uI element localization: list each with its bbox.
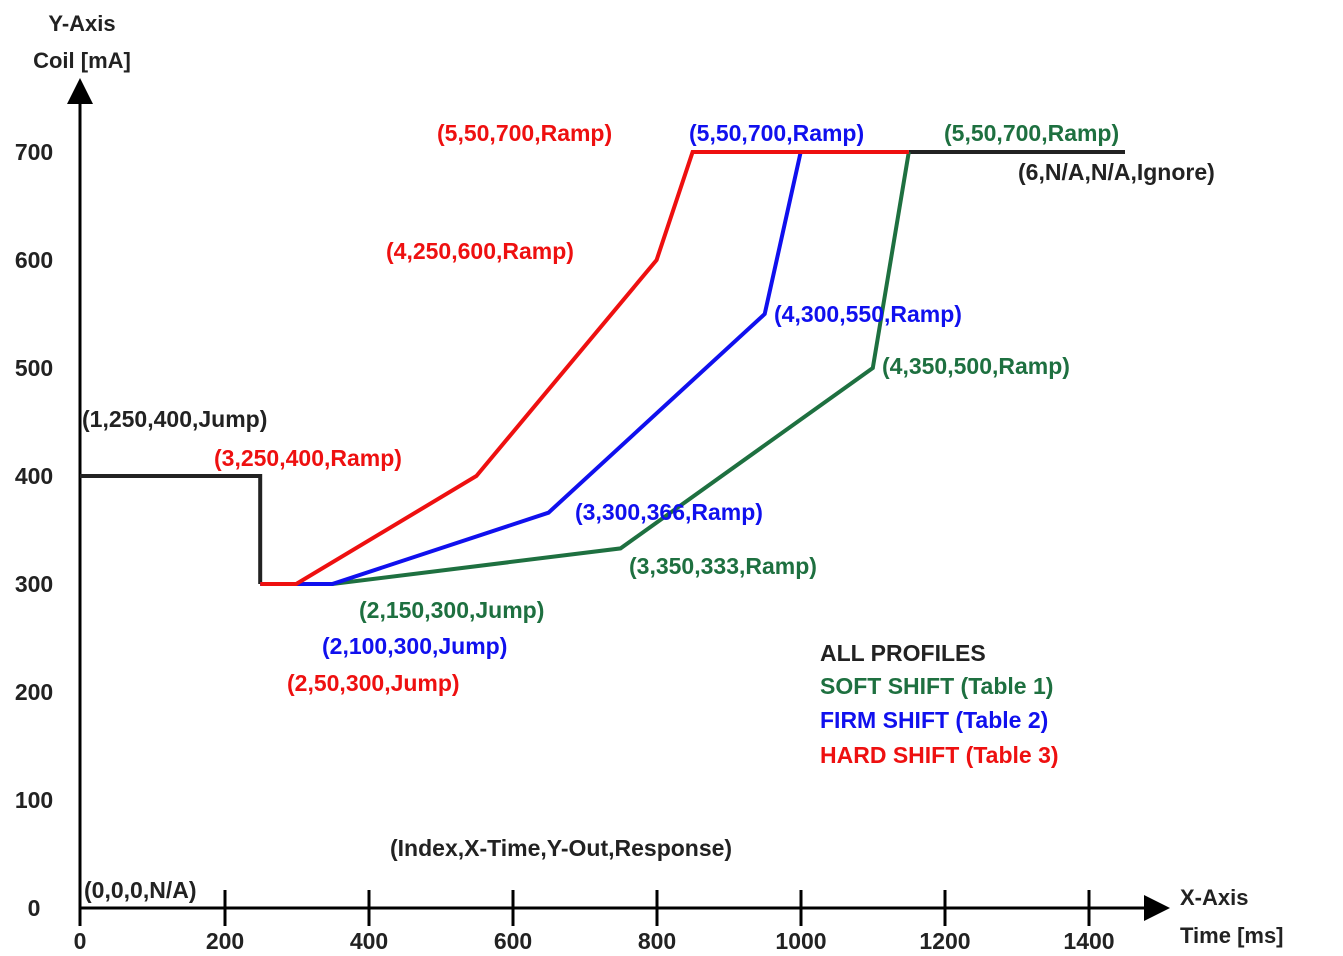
y-tick-label-700: 700 [15,139,53,165]
legend-entry: HARD SHIFT (Table 3) [820,742,1059,768]
y-tick-label-0: 0 [28,895,41,921]
point-label: (6,N/A,N/A,Ignore) [1018,159,1215,185]
y-tick-labels: 0 100 200 300 400 500 600 700 [15,139,53,921]
y-tick-label-500: 500 [15,355,53,381]
point-label: (3,250,400,Ramp) [214,445,402,471]
x-axis-title-line2: Time [ms] [1180,923,1284,948]
point-labels: (0,0,0,N/A) (1,250,400,Jump) (3,250,400,… [82,120,1215,903]
y-axis-title-line1: Y-Axis [48,11,115,36]
point-label: (4,350,500,Ramp) [882,353,1070,379]
legend: ALL PROFILES SOFT SHIFT (Table 1) FIRM S… [820,640,1059,768]
series-common-black-start [80,474,263,584]
point-label: (2,100,300,Jump) [322,633,507,659]
point-label: (5,50,700,Ramp) [437,120,612,146]
point-label: (1,250,400,Jump) [82,406,267,432]
y-tick-label-100: 100 [15,787,53,813]
point-label: (5,50,700,Ramp) [944,120,1119,146]
point-label: (0,0,0,N/A) [84,877,196,903]
point-label: (2,50,300,Jump) [287,670,460,696]
legend-entry: SOFT SHIFT (Table 1) [820,673,1053,699]
x-tick-label-1200: 1200 [919,928,970,954]
x-tick-label-200: 200 [206,928,244,954]
legend-heading: ALL PROFILES [820,640,986,666]
x-tick-label-0: 0 [74,928,87,954]
x-tick-label-600: 600 [494,928,532,954]
y-tick-label-200: 200 [15,679,53,705]
y-tick-label-400: 400 [15,463,53,489]
y-axis-title-line2: Coil [mA] [33,48,131,73]
y-tick-label-600: 600 [15,247,53,273]
x-tick-label-1400: 1400 [1063,928,1114,954]
x-axis-title-line1: X-Axis [1180,885,1248,910]
legend-entry: FIRM SHIFT (Table 2) [820,707,1048,733]
series-group [80,150,1125,586]
format-note: (Index,X-Time,Y-Out,Response) [390,835,732,861]
point-label: (3,300,366,Ramp) [575,499,763,525]
series-hard-shift-red [260,150,909,586]
y-axis-arrow-icon [67,78,93,104]
x-tick-label-800: 800 [638,928,676,954]
point-label: (4,300,550,Ramp) [774,301,962,327]
x-axis-arrow-icon [1144,895,1170,921]
x-tick-label-400: 400 [350,928,388,954]
axes [78,96,1150,910]
point-label: (4,250,600,Ramp) [386,238,574,264]
point-label: (3,350,333,Ramp) [629,553,817,579]
x-ticks [78,890,1091,926]
x-tick-labels: 0 200 400 600 800 1000 1200 1400 [74,928,1115,954]
point-label: (5,50,700,Ramp) [689,120,864,146]
point-label: (2,150,300,Jump) [359,597,544,623]
series-firm-shift-blue [260,151,803,586]
x-tick-label-1000: 1000 [775,928,826,954]
y-tick-label-300: 300 [15,571,53,597]
